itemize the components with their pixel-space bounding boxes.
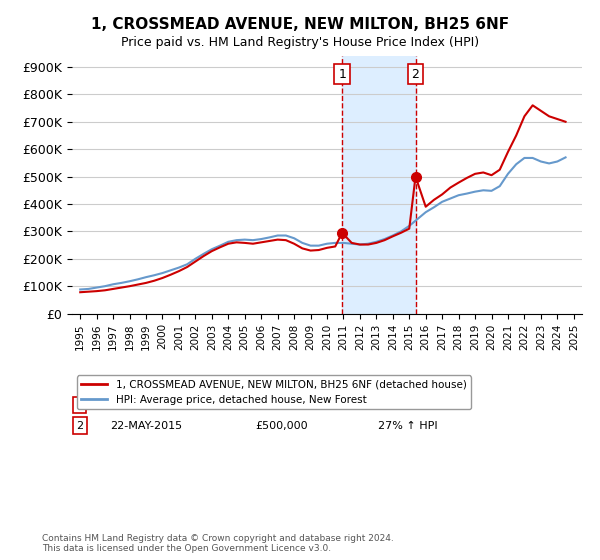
Text: 1, CROSSMEAD AVENUE, NEW MILTON, BH25 6NF: 1, CROSSMEAD AVENUE, NEW MILTON, BH25 6N… bbox=[91, 17, 509, 32]
Text: 2: 2 bbox=[412, 68, 419, 81]
Text: 2: 2 bbox=[76, 421, 83, 431]
Text: 13% ↓ HPI: 13% ↓ HPI bbox=[378, 400, 437, 410]
Legend: 1, CROSSMEAD AVENUE, NEW MILTON, BH25 6NF (detached house), HPI: Average price, : 1, CROSSMEAD AVENUE, NEW MILTON, BH25 6N… bbox=[77, 376, 471, 409]
Text: 1: 1 bbox=[338, 68, 346, 81]
Text: 07-DEC-2010: 07-DEC-2010 bbox=[110, 400, 184, 410]
Text: £500,000: £500,000 bbox=[256, 421, 308, 431]
Text: 27% ↑ HPI: 27% ↑ HPI bbox=[378, 421, 437, 431]
Text: 22-MAY-2015: 22-MAY-2015 bbox=[110, 421, 182, 431]
Text: £295,000: £295,000 bbox=[256, 400, 308, 410]
Bar bbox=[342, 56, 416, 314]
Text: Contains HM Land Registry data © Crown copyright and database right 2024.
This d: Contains HM Land Registry data © Crown c… bbox=[42, 534, 394, 553]
Text: Price paid vs. HM Land Registry's House Price Index (HPI): Price paid vs. HM Land Registry's House … bbox=[121, 36, 479, 49]
Text: 1: 1 bbox=[76, 400, 83, 410]
